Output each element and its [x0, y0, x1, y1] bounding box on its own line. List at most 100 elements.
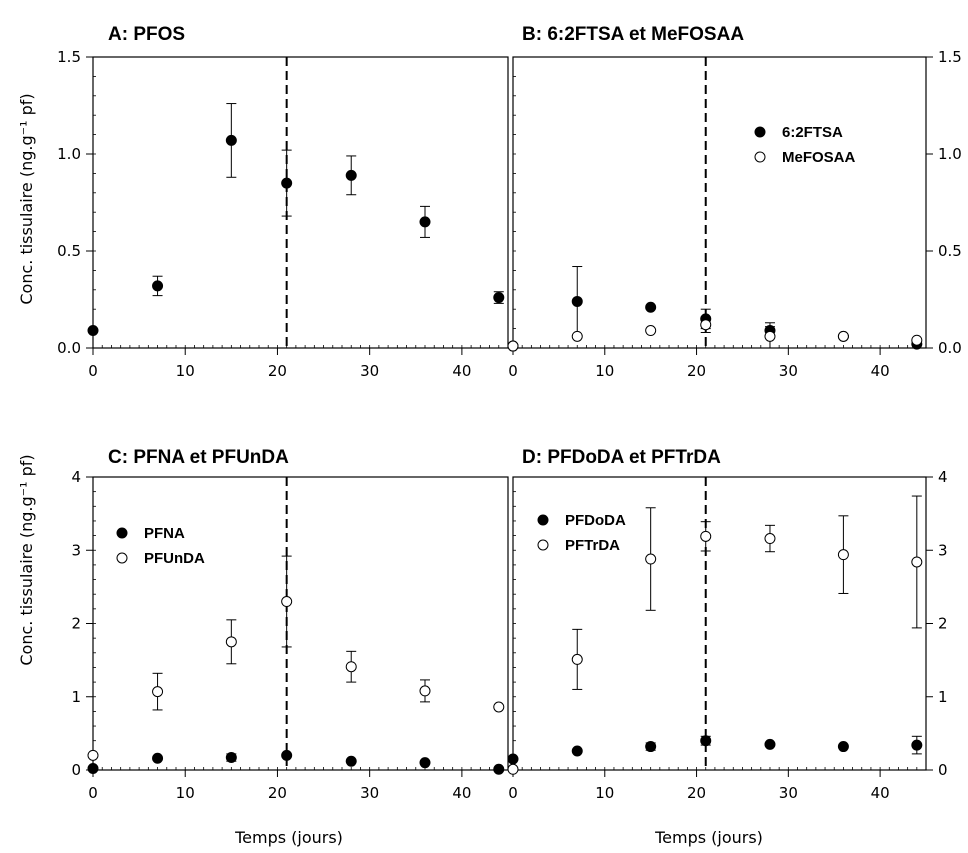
x-tick-label: 30: [360, 784, 379, 802]
data-point: [911, 739, 923, 751]
data-point: [571, 653, 583, 665]
panel-title: A: PFOS: [108, 24, 185, 45]
data-point: [225, 636, 237, 648]
data-point: [911, 556, 923, 568]
data-point: [493, 763, 505, 775]
y-tick-label: 1: [938, 688, 948, 706]
series-PFDoDA: [507, 735, 923, 765]
y-tick-label: 3: [938, 541, 948, 559]
panel-3: C: PFNA et PFUnDA 0 10 20 30 40 0 1 2 3 4 PFNA PFUnD…: [71, 447, 509, 802]
data-point: [571, 330, 583, 342]
data-point: [281, 749, 293, 761]
data-point: [152, 752, 164, 764]
data-point: [507, 763, 519, 775]
x-tick-label: 30: [779, 362, 798, 380]
plot-frame: [92, 56, 509, 349]
data-point: [507, 753, 519, 765]
data-point: [645, 553, 657, 565]
legend-marker: [754, 126, 766, 138]
legend-marker: [537, 539, 549, 551]
x-axis-label-right: Temps (jours): [654, 828, 763, 847]
data-point: [281, 596, 293, 608]
x-tick-label: 20: [268, 784, 287, 802]
y-tick-label: 0: [938, 761, 948, 779]
x-tick-label: 40: [452, 362, 471, 380]
data-point: [645, 741, 657, 753]
x-tick-label: 20: [268, 362, 287, 380]
panel-title: C: PFNA et PFUnDA: [108, 447, 289, 468]
y-tick-label: 1.0: [57, 145, 81, 163]
panel-title: B: 6:2FTSA et MeFOSAA: [522, 24, 744, 45]
series-PFNA: [87, 749, 505, 775]
panel-1: A: PFOS 0 10 20 30 40 0.0 0.5 1.0 1.5: [57, 24, 509, 380]
legend-label: 6:2FTSA: [782, 124, 843, 141]
data-point: [571, 295, 583, 307]
x-tick-label: 0: [508, 362, 518, 380]
legend-marker: [754, 151, 766, 163]
data-point: [419, 685, 431, 697]
x-tick-label: 30: [779, 784, 798, 802]
legend-marker: [116, 527, 128, 539]
series-MeFOSAA: [507, 316, 923, 352]
data-point: [837, 741, 849, 753]
y-tick-label: 1.0: [938, 145, 962, 163]
x-tick-label: 10: [176, 362, 195, 380]
legend: PFNA PFUnDA: [116, 525, 205, 567]
y-tick-label: 4: [938, 468, 948, 486]
y-axis-label-top: Conc. tissulaire (ng.g⁻¹ pf): [17, 93, 36, 304]
y-tick-label: 3: [71, 541, 81, 559]
x-tick-label: 20: [687, 362, 706, 380]
data-point: [837, 330, 849, 342]
data-point: [281, 177, 293, 189]
legend: PFDoDA PFTrDA: [537, 512, 626, 554]
y-tick-label: 0.5: [57, 242, 81, 260]
data-point: [645, 325, 657, 337]
x-tick-label: 20: [687, 784, 706, 802]
data-point: [87, 325, 99, 337]
x-tick-label: 0: [88, 784, 98, 802]
x-tick-label: 10: [595, 784, 614, 802]
legend-label: PFNA: [144, 525, 185, 542]
y-tick-label: 4: [71, 468, 81, 486]
data-point: [493, 292, 505, 304]
data-point: [764, 738, 776, 750]
data-point: [700, 319, 712, 331]
plot-frame: [512, 56, 927, 349]
data-point: [419, 216, 431, 228]
data-point: [911, 334, 923, 346]
plot-frame: [92, 476, 509, 771]
y-tick-label: 1: [71, 688, 81, 706]
y-tick-label: 2: [71, 615, 81, 633]
x-tick-label: 40: [871, 784, 890, 802]
legend: 6:2FTSA MeFOSAA: [754, 124, 856, 166]
y-tick-label: 1.5: [57, 48, 81, 66]
data-point: [507, 340, 519, 352]
data-point: [645, 301, 657, 313]
data-point: [764, 533, 776, 545]
x-tick-label: 0: [88, 362, 98, 380]
data-point: [225, 134, 237, 146]
x-tick-label: 40: [871, 362, 890, 380]
series-s0: [87, 103, 505, 337]
data-point: [419, 757, 431, 769]
data-point: [700, 530, 712, 542]
data-point: [493, 701, 505, 713]
y-tick-label: 0.0: [938, 339, 962, 357]
data-point: [571, 745, 583, 757]
data-point: [764, 330, 776, 342]
legend-marker: [537, 514, 549, 526]
data-point: [345, 755, 357, 767]
x-tick-label: 40: [452, 784, 471, 802]
legend-label: PFUnDA: [144, 550, 205, 567]
y-tick-label: 0: [71, 761, 81, 779]
x-axis-label-left: Temps (jours): [234, 828, 343, 847]
series-PFTrDA: [507, 495, 923, 775]
y-tick-label: 1.5: [938, 48, 962, 66]
series-PFUnDA: [87, 555, 505, 761]
data-point: [700, 735, 712, 747]
y-tick-label: 0.5: [938, 242, 962, 260]
x-tick-label: 0: [508, 784, 518, 802]
data-point: [87, 749, 99, 761]
